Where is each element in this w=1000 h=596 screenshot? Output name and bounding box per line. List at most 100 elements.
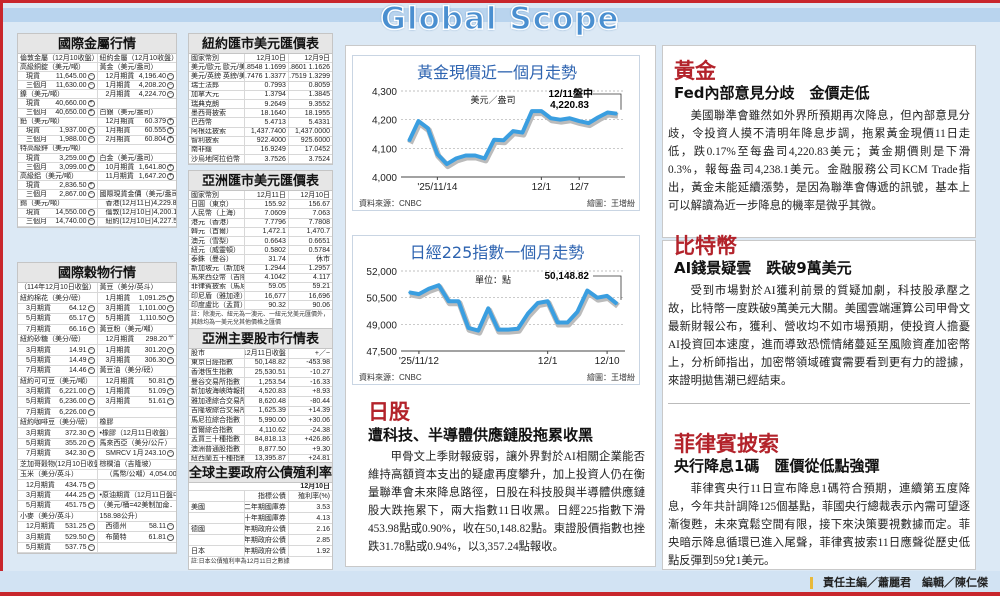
item-label: 三個月: [26, 136, 47, 144]
item-label: 5月期貨: [105, 315, 131, 323]
table-cell: 3月期貨 444.25−: [18, 491, 97, 500]
item-label: 三個月: [26, 218, 47, 226]
table-cell: 德國: [191, 525, 205, 533]
gold-article-panel: [662, 45, 976, 238]
data-point: [527, 312, 529, 315]
item-label: 5月期貨: [26, 440, 51, 448]
table-row: 紐約棉花（美分/磅） 1月期貨 1,091.25 +: [18, 293, 176, 304]
table-row: 三個月 1,988.00− 2月期貨 60.804 +: [18, 135, 176, 145]
item-value: 3,259.00: [59, 154, 87, 162]
table-cell: 三個月 11,630.00−: [18, 81, 97, 89]
table-cell: 16,677: [243, 292, 288, 301]
table-cell: 5.4331: [287, 118, 332, 127]
group-label: 紐約可可豆（美元/噸）: [20, 377, 92, 385]
data-point: [417, 120, 420, 122]
data-point: [408, 291, 410, 294]
item-value: 4,227.50: [153, 218, 176, 226]
item-value: 342.30: [65, 450, 87, 458]
table-cell: 三個月 1,988.00−: [18, 136, 97, 144]
footer-accent: [810, 577, 813, 590]
table-cell: 瑞士法郎: [191, 82, 219, 90]
editor-credit: 責任主編／蕭麗君 編輯／陳仁傑: [823, 577, 988, 589]
y-tick-label: 4,000: [372, 173, 397, 184]
table-cell: 倫敦金屬（12月10收盤）: [18, 54, 97, 62]
item-label: 10月期貨: [105, 163, 135, 171]
data-point: [597, 116, 599, 119]
table-cell: 紐約金屬（12月10收盤）: [96, 54, 176, 63]
peso-headline: 央行降息1碼 匯價從低點強彈: [674, 457, 880, 475]
data-point: [517, 327, 519, 330]
y-tick-label: 52,000: [366, 267, 397, 278]
down-icon: −: [167, 90, 174, 98]
table-cell: 12月期貨 4,196.40−: [96, 72, 177, 81]
table-cell: 3月期貨 6,221.00−: [18, 387, 97, 396]
item-value: 6,236.00: [59, 398, 87, 406]
y-tick-label: 47,500: [366, 347, 397, 358]
up-icon: +: [167, 118, 174, 126]
table-cell: 倫敦(12月10日)4,200.15+: [96, 208, 176, 217]
y-tick-label: 4,300: [372, 87, 397, 98]
data-point: [507, 328, 509, 331]
data-point: [596, 296, 598, 299]
data-point: [455, 157, 458, 160]
table-row: 印度盧比（孟買） 90.32 90.06: [189, 301, 332, 311]
table-cell: 雅加達綜合交易所指數: [191, 397, 244, 405]
item-label: 1月期貨: [105, 127, 131, 135]
down-icon: −: [87, 388, 95, 396]
column-header: [189, 491, 244, 501]
item-label: 12月期貨: [105, 72, 135, 80]
item-value: 4,196.40: [138, 72, 166, 80]
table-cell: 0.5802: [243, 246, 288, 255]
table-cell: 小麥（美分/英斗）: [18, 512, 97, 521]
table-cell: 8,620.48: [243, 396, 288, 406]
table-row: 7月期貨 14.46− 黃豆油（美分/磅）: [18, 366, 176, 377]
data-point: [616, 303, 618, 305]
table-cell: 5月期貨 355.20−: [18, 439, 97, 448]
down-icon: −: [87, 218, 95, 226]
bonds-date: 12月10日: [300, 483, 330, 490]
table-cell: 曼谷交易所指數: [191, 378, 240, 386]
table-cell: 菲律賓披索（馬尼拉）: [191, 283, 244, 291]
table-note: 註:日本公債殖利率為12月11日之數據: [191, 559, 290, 565]
x-tick-label: 12/1: [538, 356, 558, 367]
table-cell: 1,470.7: [287, 227, 332, 236]
item-value: 50.81: [148, 377, 166, 385]
table-row: 5月期貨 537.75−: [18, 542, 176, 554]
table-cell: 8,877.50: [243, 444, 288, 454]
item-value: 243.10: [144, 450, 166, 458]
item-value: 14,550.00: [55, 209, 87, 217]
table-cell: 印度盧比（孟買）: [191, 301, 244, 309]
bitcoin-kicker: 比特幣: [674, 234, 737, 258]
group-label: 高級鋁（美元/噸）: [20, 172, 78, 180]
table-row: 澳洲普通股指數 8,877.50 +9.30: [189, 444, 332, 455]
data-point: [502, 139, 505, 142]
table-row: 日本 十年期政府公債1.92: [189, 546, 332, 557]
table-cell: 7月期貨 342.30−: [18, 449, 97, 458]
table-cell: 現貨 14,550.00−: [18, 209, 97, 217]
data-point: [568, 117, 571, 120]
table-cell: 高級銅錠（美元/噸）: [18, 63, 97, 71]
item-value: 14,740.00: [55, 218, 87, 226]
table-cell: 十年期政府公債: [243, 546, 286, 556]
data-point: [606, 295, 608, 297]
flat-label: 平: [167, 335, 174, 342]
item-value: 14.49: [68, 356, 87, 364]
table-row: 三個月 2,867.00−國際現貨金價（美元/盎司）: [18, 190, 176, 200]
table-row: 芝加哥穀物(12月10日收盤) 棕櫚油（吉隆坡）: [18, 459, 176, 471]
item-label: 西德州: [105, 523, 127, 531]
data-point: [606, 111, 609, 114]
data-point: [427, 127, 429, 130]
data-point: [446, 163, 448, 165]
table-cell: 4.13: [287, 513, 332, 523]
data-point: [521, 131, 524, 134]
up-icon: +: [87, 100, 95, 108]
table-row: 7月期貨 66.16− 黃豆粉（美元/噸）: [18, 324, 176, 335]
table-cell: 3月期貨 14.91−: [18, 345, 97, 354]
item-value: 1,641.80: [138, 163, 166, 171]
table-cell: 0.8601 1.1626: [287, 63, 330, 72]
table-row: 5月期貨 6,236.00−3月期貨 51.61−: [18, 397, 176, 408]
table-row: 印尼盾（雅加達） 16,677 16,696: [189, 292, 332, 302]
item-value: 64.12: [68, 304, 87, 312]
gold-headline: Fed內部意見分歧 金價走低: [674, 84, 870, 102]
